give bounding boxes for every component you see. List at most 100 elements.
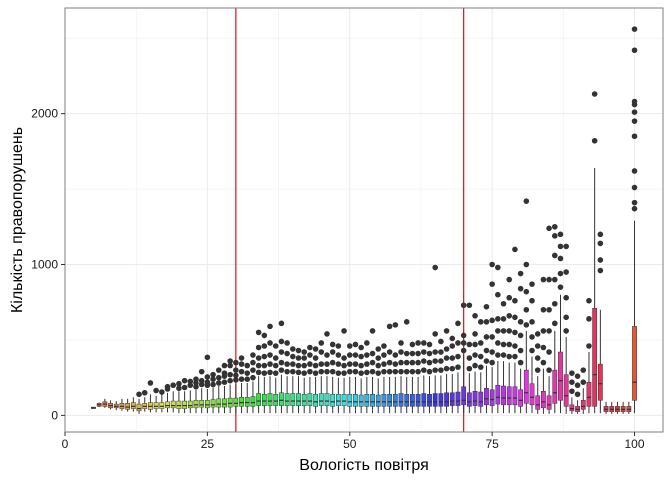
outlier-point (261, 332, 268, 339)
outlier-point (233, 377, 239, 383)
box-61 (410, 376, 415, 414)
outlier-point (557, 255, 564, 262)
outlier-point (563, 314, 569, 321)
outlier-point (574, 373, 581, 379)
outlier-point (432, 367, 438, 373)
outlier-point (512, 297, 518, 304)
box-65 (432, 375, 438, 414)
outlier-point (631, 26, 638, 32)
outlier-point (495, 316, 501, 322)
outlier-point (204, 354, 211, 361)
outlier-point (506, 276, 513, 283)
outlier-point (443, 328, 450, 334)
outlier-point (529, 347, 535, 354)
box-body (541, 391, 546, 409)
outlier-point (523, 306, 530, 313)
outlier-point (426, 359, 433, 366)
box-77 (501, 361, 506, 414)
outlier-point (495, 352, 501, 358)
outlier-point (500, 316, 507, 322)
outlier-point (569, 379, 575, 386)
outlier-point (301, 349, 308, 355)
outlier-point (403, 319, 410, 325)
box-body (569, 404, 575, 412)
outlier-point (563, 243, 569, 250)
box-85 (546, 376, 552, 414)
outlier-point (449, 355, 456, 361)
box-body (233, 397, 239, 407)
outlier-point (381, 343, 387, 349)
outlier-point (346, 352, 353, 358)
box-31 (239, 382, 244, 414)
outlier-point (403, 359, 410, 366)
outlier-point (278, 338, 285, 345)
box-6 (96, 402, 102, 408)
box-body (381, 394, 387, 407)
outlier-point (523, 261, 530, 268)
box-body (324, 393, 330, 406)
outlier-point (403, 350, 410, 357)
outlier-point (449, 343, 456, 349)
outlier-point (392, 322, 399, 328)
outlier-point (369, 359, 376, 366)
outlier-point (147, 380, 154, 386)
outlier-point (341, 328, 347, 334)
box-body (495, 384, 501, 405)
box-body (449, 392, 455, 406)
box-body (227, 397, 233, 408)
box-body (301, 394, 307, 406)
box-14 (142, 397, 148, 412)
outlier-point (506, 313, 513, 319)
outlier-point (551, 252, 558, 259)
box-98 (620, 401, 626, 414)
outlier-point (517, 359, 524, 366)
box-body (187, 400, 193, 409)
outlier-point (489, 317, 495, 324)
outlier-point (466, 302, 473, 309)
outlier-point (534, 367, 541, 373)
box-60 (404, 376, 410, 414)
x-axis-title: Вологість повітря (299, 457, 428, 474)
box-42 (301, 377, 307, 414)
outlier-point (540, 344, 547, 351)
box-body (136, 403, 142, 412)
box-39 (284, 376, 290, 414)
outlier-point (335, 343, 342, 349)
outlier-point (483, 334, 490, 340)
outlier-point (364, 361, 370, 367)
outlier-point (284, 361, 290, 367)
outlier-point (272, 355, 279, 361)
outlier-point (540, 328, 547, 334)
y-tick-label: 2000 (31, 107, 58, 121)
box-body (279, 392, 284, 406)
outlier-point (358, 344, 364, 351)
box-54 (370, 376, 375, 414)
outlier-point (210, 381, 216, 388)
outlier-point (586, 343, 592, 349)
box-layer (91, 167, 637, 414)
box-79 (512, 362, 518, 414)
outlier-point (460, 347, 467, 354)
outlier-point (495, 264, 501, 271)
outlier-point (466, 365, 473, 372)
outlier-point (221, 379, 228, 386)
outlier-point (244, 370, 251, 376)
outlier-point (369, 328, 376, 334)
outlier-point (255, 369, 262, 376)
outlier-point (198, 368, 205, 375)
box-34 (256, 376, 262, 414)
outlier-point (278, 367, 285, 373)
outlier-point (295, 355, 302, 361)
box-body (518, 389, 524, 407)
outlier-point (210, 376, 216, 382)
outlier-point (267, 323, 273, 330)
outlier-point (267, 361, 273, 367)
box-body (165, 401, 170, 409)
outlier-point (329, 349, 336, 355)
outlier-point (540, 359, 547, 366)
box-17 (159, 394, 165, 413)
outlier-point (255, 355, 262, 361)
outlier-point (534, 331, 541, 337)
box-74 (484, 365, 489, 414)
